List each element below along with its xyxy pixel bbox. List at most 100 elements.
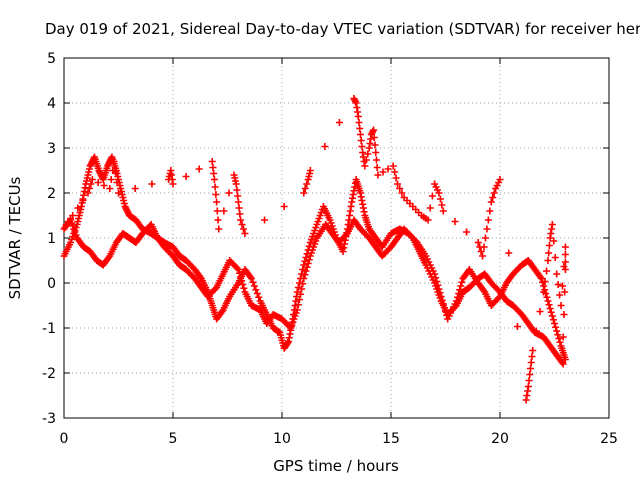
data-point — [69, 212, 77, 219]
data-point — [211, 183, 219, 191]
data-point — [94, 179, 102, 186]
data-point — [551, 320, 558, 327]
data-point — [335, 119, 343, 126]
data-point — [480, 243, 488, 251]
data-point — [235, 269, 243, 277]
x-tick-label: 10 — [273, 431, 291, 447]
data-point — [261, 216, 269, 224]
data-point — [496, 176, 504, 183]
data-point — [208, 158, 216, 165]
data-point — [131, 185, 139, 192]
x-tick-label: 25 — [600, 431, 618, 447]
data-point — [527, 359, 535, 366]
data-point — [487, 198, 495, 206]
data-point — [524, 383, 532, 390]
data-point — [561, 243, 569, 251]
data-point — [300, 189, 308, 197]
data-point — [107, 176, 115, 183]
data-point — [558, 282, 566, 290]
data-point — [529, 347, 537, 354]
y-tick-label: 2 — [47, 186, 56, 202]
data-point — [536, 273, 544, 281]
data-point — [394, 180, 402, 188]
data-point — [233, 264, 241, 272]
data-point — [280, 203, 288, 210]
data-point — [298, 285, 306, 293]
data-point — [505, 249, 513, 257]
x-tick-label: 15 — [382, 431, 400, 447]
data-point — [549, 316, 557, 324]
data-point — [209, 164, 217, 171]
data-point — [451, 303, 459, 311]
data-point — [561, 288, 569, 296]
data-points — [60, 95, 569, 404]
data-point — [480, 287, 488, 294]
y-tick-label: -2 — [42, 366, 56, 382]
data-point — [239, 225, 247, 233]
data-point — [374, 171, 382, 179]
data-point — [551, 254, 559, 261]
data-point — [356, 125, 364, 132]
data-point — [220, 207, 228, 215]
y-tick-label: 5 — [47, 51, 56, 67]
data-point — [355, 119, 363, 126]
data-point — [105, 254, 113, 261]
data-point — [213, 198, 221, 206]
data-point — [357, 137, 365, 144]
data-point — [424, 216, 432, 224]
data-point — [249, 278, 257, 286]
data-point — [115, 189, 122, 197]
data-point — [195, 165, 203, 173]
data-point — [458, 278, 466, 286]
data-point — [513, 323, 521, 330]
data-point — [218, 308, 226, 315]
data-point — [87, 180, 95, 188]
data-point — [321, 143, 329, 150]
data-point — [237, 216, 245, 224]
data-point — [545, 301, 553, 309]
x-tick-label: 5 — [169, 431, 178, 447]
data-point — [113, 179, 121, 186]
data-point — [540, 288, 548, 296]
data-point — [559, 360, 567, 368]
data-point — [234, 266, 242, 273]
data-point — [486, 207, 494, 215]
data-point — [489, 194, 497, 201]
x-tick-label: 20 — [491, 431, 509, 447]
data-point — [547, 308, 555, 316]
data-point — [544, 257, 552, 264]
data-point — [301, 185, 309, 192]
data-point — [110, 158, 118, 165]
data-point — [479, 252, 487, 260]
data-point — [252, 286, 260, 294]
data-point — [306, 167, 314, 174]
data-point — [294, 301, 302, 309]
data-point — [305, 256, 313, 264]
data-point — [299, 280, 307, 288]
data-point — [225, 189, 233, 197]
data-point — [372, 156, 380, 164]
data-point — [148, 180, 156, 188]
data-point — [361, 162, 369, 170]
data-point — [106, 185, 114, 192]
data-point — [541, 278, 549, 285]
y-axis-label: SDTVAR / TECUs — [6, 176, 24, 299]
data-point — [303, 180, 311, 188]
data-point — [112, 168, 120, 176]
data-point — [548, 221, 556, 228]
data-point — [477, 248, 485, 255]
data-point — [215, 225, 223, 233]
data-point — [356, 131, 364, 138]
data-point — [211, 285, 219, 293]
data-point — [392, 174, 400, 182]
data-point — [532, 327, 540, 335]
y-axis-ticks: -3 -2 -1 0 1 2 3 4 5 — [42, 51, 609, 427]
data-point — [303, 263, 311, 271]
data-point — [233, 186, 241, 194]
data-point — [210, 170, 218, 177]
data-point — [428, 192, 436, 200]
y-tick-label: 0 — [47, 276, 56, 292]
data-point — [247, 275, 255, 282]
data-point — [299, 266, 307, 273]
